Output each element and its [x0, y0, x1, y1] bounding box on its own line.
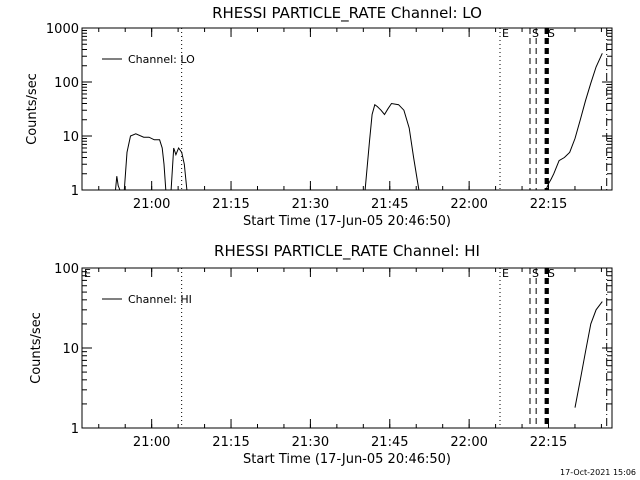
series-line — [115, 176, 121, 191]
x-tick-label: 22:00 — [450, 197, 487, 212]
chart-panel-1: RHESSI PARTICLE_RATE Channel: LO Start Ti… — [25, 4, 613, 229]
x-tick-label: 21:00 — [133, 435, 170, 450]
y-tick-label: 1000 — [46, 22, 79, 37]
y-axis-label: Counts/sec — [29, 312, 44, 384]
x-tick-label: 21:30 — [292, 435, 329, 450]
time-marker-label: E — [502, 267, 509, 280]
x-tick-label: 21:00 — [133, 197, 170, 212]
x-tick-label: 22:15 — [530, 435, 567, 450]
time-marker-label: S — [532, 27, 539, 40]
y-tick-label: 1 — [71, 422, 79, 437]
series-line — [364, 102, 420, 191]
y-tick-label: 100 — [54, 262, 79, 277]
y-tick-label: 10 — [62, 342, 79, 357]
y-tick-label: 100 — [54, 76, 79, 91]
x-axis-label: Start Time (17-Jun-05 20:46:50) — [243, 452, 451, 467]
y-tick-label: 1 — [71, 184, 79, 199]
series-line — [123, 133, 167, 191]
chart-title: RHESSI PARTICLE_RATE Channel: LO — [212, 4, 482, 23]
y-tick-label: 10 — [62, 130, 79, 145]
time-marker-label: S — [532, 267, 539, 280]
series-line — [170, 146, 188, 191]
x-tick-label: 21:15 — [212, 197, 249, 212]
series-line — [574, 301, 603, 408]
series-line — [545, 53, 603, 191]
x-tick-label: 21:45 — [371, 197, 408, 212]
x-axis-label: Start Time (17-Jun-05 20:46:50) — [243, 214, 451, 229]
x-tick-label: 21:15 — [212, 435, 249, 450]
legend-label: Channel: HI — [128, 293, 192, 306]
plot-frame — [81, 267, 613, 429]
legend-label: Channel: LO — [128, 53, 195, 66]
chart-title: RHESSI PARTICLE_RATE Channel: HI — [214, 242, 480, 261]
y-axis-label: Counts/sec — [25, 73, 40, 145]
time-marker-label: S — [548, 267, 555, 280]
plot-frame — [81, 27, 613, 191]
timestamp-stamp: 17-Oct-2021 15:06 — [560, 468, 636, 477]
time-marker-label: S — [548, 27, 555, 40]
chart-panel-2: RHESSI PARTICLE_RATE Channel: HI Start Ti… — [29, 242, 613, 467]
time-marker-label: E — [502, 27, 509, 40]
x-tick-label: 21:30 — [292, 197, 329, 212]
time-marker-label: E — [84, 267, 91, 280]
x-tick-label: 22:15 — [530, 197, 567, 212]
x-tick-label: 22:00 — [450, 435, 487, 450]
x-tick-label: 21:45 — [371, 435, 408, 450]
